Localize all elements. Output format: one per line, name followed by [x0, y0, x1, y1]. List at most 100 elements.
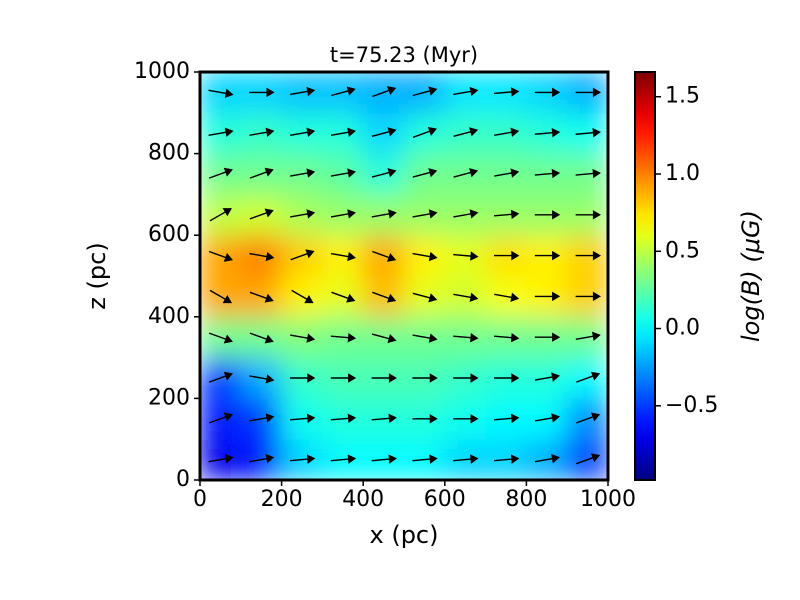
vector-arrow [249, 332, 274, 344]
vector-arrow [575, 168, 601, 179]
colorbar [634, 71, 656, 481]
vector-arrow [534, 250, 561, 261]
vector-arrow [453, 209, 479, 219]
vector-arrow [576, 453, 601, 465]
vector-arrow [534, 210, 561, 220]
vector-arrow [534, 372, 560, 382]
vector-arrow [453, 168, 479, 178]
vector-arrow [330, 373, 357, 383]
colorbar-label: log(B) (μG) [737, 210, 765, 342]
colorbar-tick-label: 1.5 [665, 84, 700, 109]
vector-arrow [372, 86, 397, 98]
vector-arrow [372, 291, 397, 303]
vector-arrow [209, 289, 232, 304]
vector-arrow [493, 87, 520, 97]
vector-arrow [493, 209, 520, 220]
colorbar-tick-label: −0.5 [665, 393, 718, 418]
vector-arrow [412, 292, 438, 303]
vector-arrow [494, 373, 520, 383]
vector-arrow [330, 454, 357, 464]
vector-arrow [494, 127, 520, 137]
vector-arrow [453, 127, 479, 137]
vector-arrow [330, 332, 357, 343]
vector-arrow [208, 250, 233, 262]
vector-arrow [575, 128, 601, 138]
vector-arrow [412, 414, 438, 424]
colorbar-tick-label: 1.0 [665, 161, 700, 186]
vector-arrow [249, 413, 275, 423]
vector-arrow [534, 168, 561, 179]
vector-arrow [371, 333, 397, 344]
vector-arrow [453, 292, 479, 302]
vector-arrow [249, 374, 275, 384]
vector-arrow [208, 332, 233, 344]
chart-title: t=75.23 (Myr) [330, 43, 478, 67]
vector-arrow [209, 208, 232, 222]
vector-arrow [534, 413, 560, 423]
vector-arrow [330, 168, 356, 178]
vector-arrow [493, 454, 520, 464]
vector-arrow [575, 331, 601, 341]
y-tick-label: 0 [176, 467, 190, 492]
vector-arrow [289, 413, 316, 424]
x-tick-label: 200 [261, 487, 303, 512]
vector-arrow [291, 289, 314, 304]
vector-arrow [290, 86, 316, 97]
vector-arrow [290, 373, 316, 383]
y-tick-label: 200 [148, 385, 190, 410]
vector-arrow [208, 412, 233, 424]
vector-arrow [534, 332, 561, 342]
y-tick-label: 400 [148, 304, 190, 329]
vector-arrow [208, 167, 233, 179]
vector-arrow [330, 209, 356, 219]
vector-arrow [493, 413, 520, 424]
vector-arrow [208, 88, 234, 98]
vector-arrow [494, 168, 520, 178]
vector-arrow [371, 413, 397, 424]
vector-arrow [412, 251, 438, 262]
vector-arrow [290, 249, 315, 261]
y-axis-label: z (pc) [83, 242, 111, 309]
vector-arrow [371, 209, 397, 219]
vector-arrow [331, 291, 356, 303]
vector-arrow [575, 250, 601, 261]
vector-arrow [576, 412, 601, 424]
x-tick-label: 400 [342, 487, 384, 512]
vector-arrow [371, 168, 397, 178]
vector-arrow [412, 86, 438, 97]
vector-arrow [534, 291, 561, 302]
vector-arrow [412, 168, 438, 178]
colorbar-tick-label: 0.0 [665, 316, 700, 341]
x-axis-label: x (pc) [370, 521, 439, 549]
vector-arrow [290, 209, 316, 219]
vector-arrow [208, 454, 234, 464]
y-tick-label: 600 [148, 222, 190, 247]
x-tick-label: 600 [424, 487, 466, 512]
vector-arrow [208, 127, 234, 137]
vector-arrow [371, 127, 397, 137]
vector-arrow [575, 291, 601, 302]
vector-arrow [412, 454, 438, 464]
vector-arrow [249, 291, 274, 303]
vector-arrow [249, 251, 275, 262]
vector-arrow [453, 332, 479, 343]
vector-arrow [330, 127, 356, 137]
y-tick-label: 1000 [134, 59, 190, 84]
vector-arrow [453, 251, 479, 261]
vector-arrow [249, 454, 275, 464]
vector-arrow [412, 209, 438, 219]
vectors [208, 86, 601, 465]
vector-arrow [575, 87, 601, 98]
vector-arrow [330, 251, 356, 262]
vector-arrow [249, 208, 274, 220]
vector-arrow [412, 373, 438, 383]
vector-arrow [534, 87, 561, 98]
vector-arrow [330, 413, 357, 424]
vector-arrow [290, 127, 316, 137]
x-tick-label: 800 [505, 487, 547, 512]
colorbar-tick-label: 0.5 [665, 238, 700, 263]
vector-arrow [208, 371, 233, 383]
vector-arrow [331, 86, 356, 97]
